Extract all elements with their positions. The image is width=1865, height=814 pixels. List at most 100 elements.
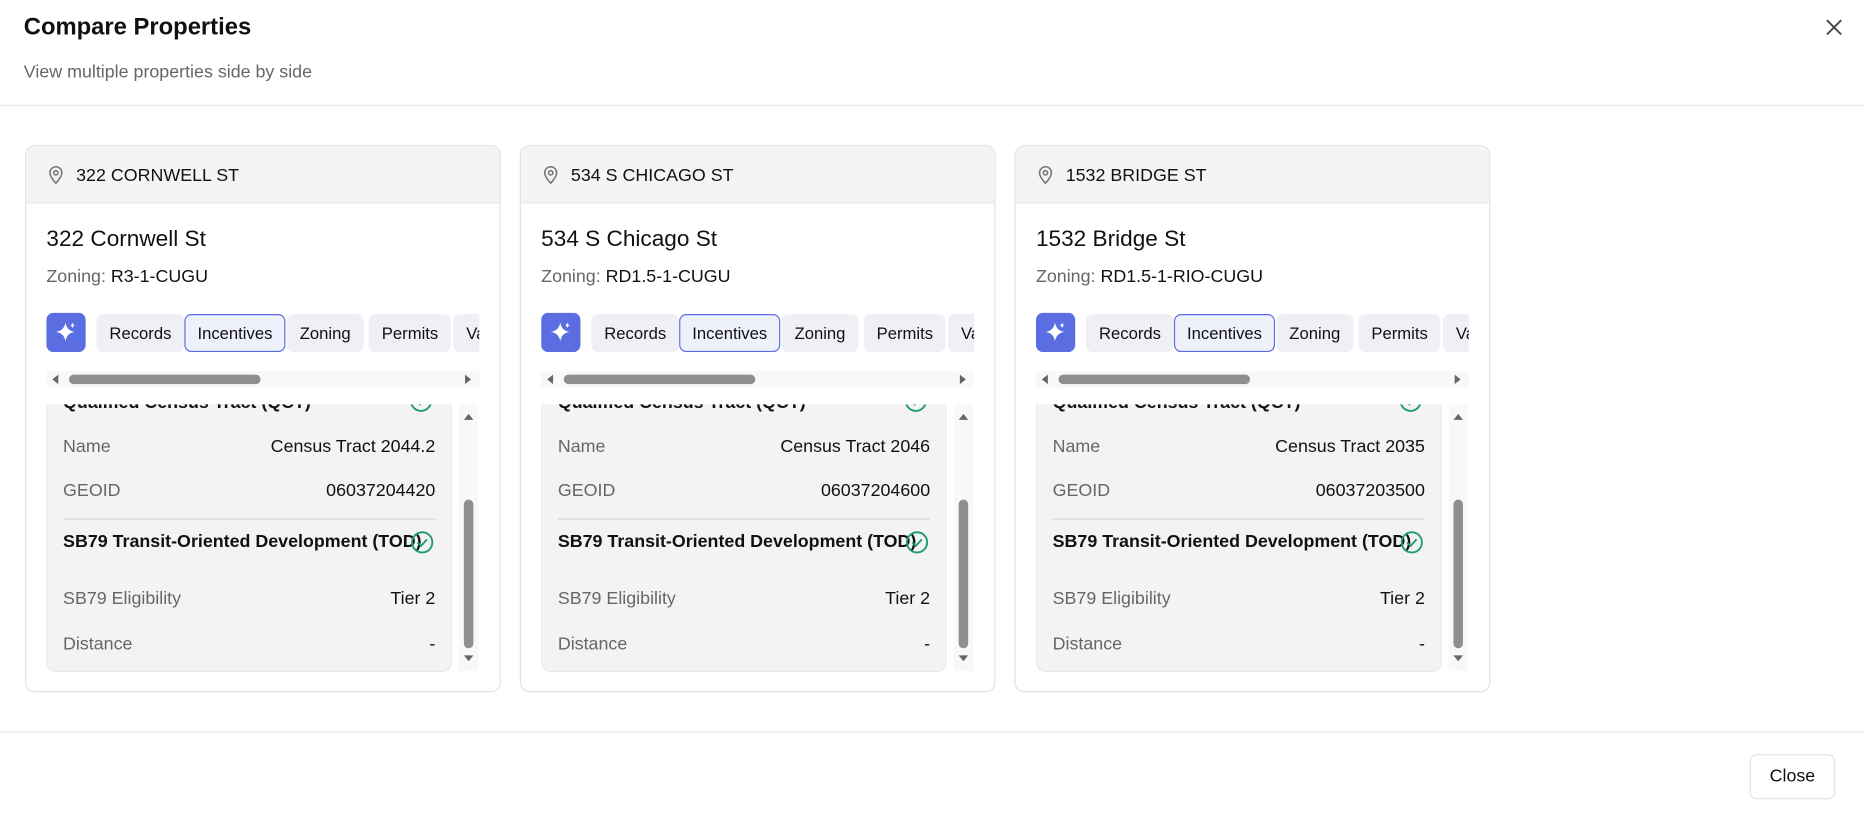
row-label: Distance <box>63 633 133 655</box>
pin-icon <box>543 165 558 185</box>
card-header: 322 CORNWELL ST <box>26 146 500 204</box>
section-title: SB79 Transit-Oriented Development (TOD) <box>1052 531 1412 552</box>
row-value: Census Tract 2035 <box>1275 436 1425 457</box>
row-value: 06037204600 <box>820 480 931 501</box>
close-icon[interactable] <box>1825 18 1844 37</box>
detail-row: Name Census Tract 2046 <box>558 437 930 457</box>
zoning-value: RD1.5-1-CUGU <box>605 266 731 287</box>
row-label: Distance <box>1052 633 1123 655</box>
zoning-label: Zoning: <box>1035 266 1096 287</box>
tab[interactable]: Permits <box>1358 314 1441 353</box>
tab[interactable]: Va <box>1442 314 1469 353</box>
row-label: GEOID <box>1052 480 1111 501</box>
detail-row: Distance - <box>1053 634 1425 654</box>
ai-button[interactable] <box>1035 312 1076 353</box>
check-icon <box>905 531 929 554</box>
row-value: 06037203500 <box>1315 480 1425 501</box>
h-scrollbar[interactable] <box>1035 371 1469 388</box>
detail-row: GEOID 06037204420 <box>63 481 435 501</box>
section-title: Qualified Census Tract (QCT) <box>63 404 311 412</box>
tab[interactable]: Incentives <box>1173 314 1276 353</box>
v-scrollbar[interactable] <box>1448 404 1468 671</box>
check-icon <box>1400 531 1423 554</box>
zoning-label: Zoning: <box>541 266 601 287</box>
row-value: 06037204420 <box>326 480 436 501</box>
row-value: Tier 2 <box>1379 588 1425 609</box>
incentives-panel: Qualified Census Tract (QCT) Name Census T… <box>541 404 947 673</box>
tab-bar: RecordsIncentivesZoningPermitsVa <box>541 312 975 353</box>
section-title: SB79 Transit-Oriented Development (TOD) <box>557 531 917 552</box>
v-scrollbar[interactable] <box>953 404 973 671</box>
zoning-label: Zoning: <box>46 266 106 287</box>
card-header: 1532 BRIDGE ST <box>1015 146 1490 204</box>
zoning-value: R3-1-CUGU <box>110 266 209 287</box>
pin-icon <box>49 165 63 185</box>
divider <box>0 731 1865 733</box>
detail-row: Distance - <box>63 634 435 654</box>
row-value: - <box>924 633 931 655</box>
detail-row: Name Census Tract 2044.2 <box>63 437 435 457</box>
tab[interactable]: Permits <box>863 314 947 353</box>
pin-icon <box>1038 165 1053 185</box>
incentives-panel: Qualified Census Tract (QCT) Name Census T… <box>1035 404 1442 673</box>
ai-button[interactable] <box>541 312 581 353</box>
card-header: 534 S CHICAGO ST <box>520 146 995 204</box>
card-address: 534 S CHICAGO ST <box>570 165 734 186</box>
section-title: Qualified Census Tract (QCT) <box>558 404 806 412</box>
zoning-value: RD1.5-1-RIO-CUGU <box>1100 266 1264 287</box>
tab-bar: RecordsIncentivesZoningPermitsVa <box>1035 312 1469 353</box>
zoning: Zoning: R3-1-CUGU <box>46 266 208 286</box>
row-label: SB79 Eligibility <box>63 588 182 609</box>
close-button[interactable]: Close <box>1749 754 1836 800</box>
detail-row: SB79 Eligibility Tier 2 <box>63 589 435 609</box>
property-name: 534 S Chicago St <box>541 227 718 253</box>
ai-button[interactable] <box>46 312 86 353</box>
h-scrollbar[interactable] <box>46 371 480 388</box>
v-scrollbar[interactable] <box>459 404 479 671</box>
section-title: SB79 Transit-Oriented Development (TOD) <box>63 531 422 552</box>
zoning: Zoning: RD1.5-1-CUGU <box>541 266 730 286</box>
tab[interactable]: Va <box>947 314 975 353</box>
tab[interactable]: Records <box>1085 314 1175 353</box>
tab[interactable]: Incentives <box>184 314 286 353</box>
card-address: 322 CORNWELL ST <box>76 165 240 186</box>
tab[interactable]: Permits <box>368 314 452 353</box>
property-card: 322 CORNWELL ST 322 Cornwell St Zoning: … <box>24 145 501 693</box>
zoning: Zoning: RD1.5-1-RIO-CUGU <box>1036 266 1263 286</box>
card-address: 1532 BRIDGE ST <box>1065 165 1207 186</box>
check-icon <box>905 404 927 412</box>
tab[interactable]: Zoning <box>1276 314 1354 353</box>
tab[interactable]: Records <box>591 314 680 353</box>
detail-row: Distance - <box>558 634 930 654</box>
section-title: Qualified Census Tract (QCT) <box>1053 404 1301 412</box>
row-label: Name <box>1052 436 1101 457</box>
row-label: Name <box>63 436 111 457</box>
row-value: Census Tract 2046 <box>780 436 931 457</box>
row-value: Census Tract 2044.2 <box>270 436 436 457</box>
check-icon <box>1400 404 1422 412</box>
row-value: - <box>429 633 436 655</box>
detail-row: SB79 Eligibility Tier 2 <box>558 589 930 609</box>
detail-row: GEOID 06037203500 <box>1053 481 1425 501</box>
row-value: Tier 2 <box>885 588 931 609</box>
row-label: SB79 Eligibility <box>1052 588 1171 609</box>
tab[interactable]: Zoning <box>781 314 859 353</box>
tab[interactable]: Va <box>453 314 480 353</box>
row-value: - <box>1418 633 1425 655</box>
tab[interactable]: Incentives <box>679 314 781 353</box>
tab[interactable]: Records <box>96 314 185 353</box>
property-name: 1532 Bridge St <box>1035 227 1186 253</box>
check-icon <box>411 531 434 554</box>
row-label: Name <box>557 436 606 457</box>
dialog-subtitle: View multiple properties side by side <box>23 61 313 83</box>
h-scrollbar[interactable] <box>541 371 975 388</box>
detail-row: SB79 Eligibility Tier 2 <box>1053 589 1425 609</box>
row-label: GEOID <box>557 480 616 501</box>
tab[interactable]: Zoning <box>286 314 364 353</box>
dialog-title: Compare Properties <box>23 14 252 41</box>
row-label: GEOID <box>63 480 121 501</box>
check-icon <box>410 404 432 412</box>
detail-row: GEOID 06037204600 <box>558 481 930 501</box>
row-value: Tier 2 <box>390 588 436 609</box>
